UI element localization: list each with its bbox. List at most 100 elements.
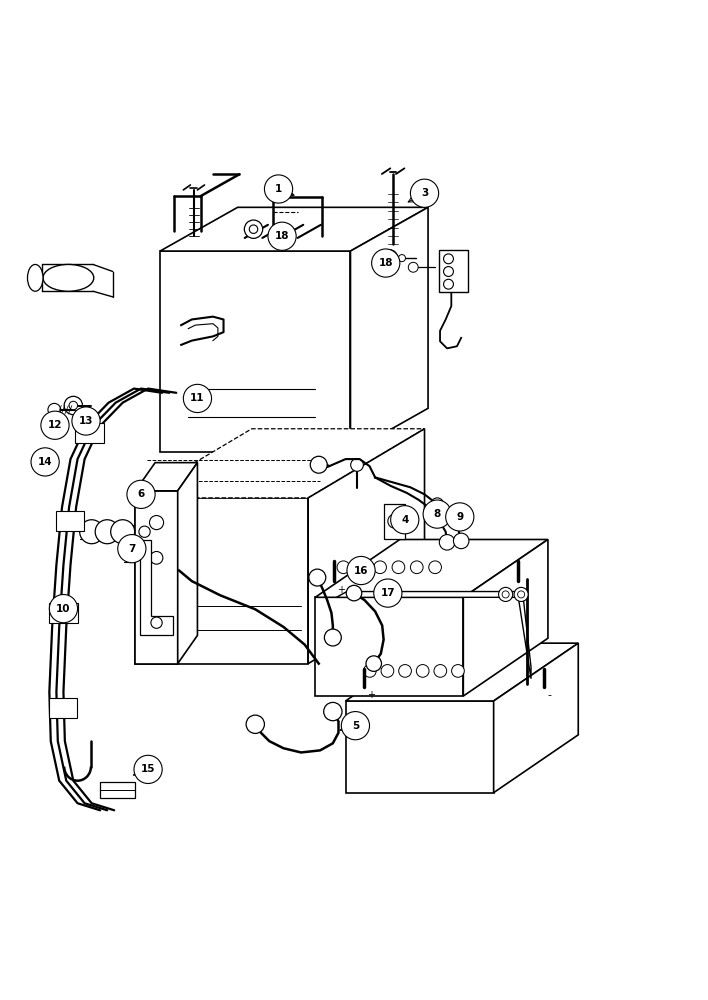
Polygon shape (135, 429, 425, 498)
Circle shape (48, 403, 61, 416)
Circle shape (423, 500, 451, 528)
Circle shape (366, 656, 382, 671)
Circle shape (444, 279, 453, 289)
Circle shape (347, 556, 375, 585)
Text: +: + (337, 585, 346, 595)
Text: 16: 16 (354, 566, 368, 576)
Text: 12: 12 (47, 420, 62, 430)
Circle shape (183, 384, 212, 413)
Polygon shape (135, 491, 178, 664)
Polygon shape (308, 429, 425, 664)
Text: 17: 17 (380, 588, 395, 598)
Polygon shape (493, 643, 578, 793)
Circle shape (69, 401, 78, 410)
Circle shape (498, 587, 513, 601)
Circle shape (264, 175, 292, 203)
Polygon shape (384, 504, 406, 539)
Text: 9: 9 (456, 512, 463, 522)
Circle shape (350, 459, 363, 471)
Circle shape (249, 225, 258, 233)
Text: 15: 15 (141, 764, 155, 774)
Circle shape (411, 179, 439, 207)
Text: -: - (547, 690, 552, 700)
Circle shape (150, 551, 163, 564)
Circle shape (363, 665, 376, 677)
Circle shape (381, 665, 394, 677)
Circle shape (244, 220, 263, 238)
Bar (439, 250, 468, 292)
Text: -: - (521, 585, 525, 595)
Circle shape (381, 250, 398, 267)
Circle shape (411, 561, 423, 574)
Polygon shape (346, 643, 578, 701)
Circle shape (31, 448, 59, 476)
Circle shape (246, 715, 264, 733)
Circle shape (41, 411, 69, 439)
Text: 10: 10 (56, 604, 71, 614)
Bar (49, 698, 77, 718)
Circle shape (431, 498, 444, 511)
Circle shape (268, 222, 296, 250)
Text: 18: 18 (379, 258, 393, 268)
Bar (100, 782, 135, 798)
Text: 7: 7 (128, 544, 135, 554)
Circle shape (134, 755, 162, 783)
Circle shape (440, 535, 455, 550)
Polygon shape (160, 251, 350, 452)
Circle shape (386, 255, 393, 262)
Text: 3: 3 (421, 188, 428, 198)
Text: 6: 6 (137, 489, 144, 499)
Circle shape (388, 514, 402, 528)
Circle shape (392, 561, 405, 574)
Polygon shape (350, 207, 428, 452)
Polygon shape (463, 539, 548, 696)
Polygon shape (336, 592, 531, 679)
Polygon shape (160, 207, 428, 251)
Circle shape (341, 712, 370, 740)
Circle shape (372, 249, 400, 277)
Bar (50, 603, 78, 623)
Circle shape (166, 548, 181, 564)
Text: 13: 13 (79, 416, 93, 426)
Circle shape (434, 665, 447, 677)
Text: 4: 4 (401, 515, 409, 525)
Ellipse shape (43, 264, 93, 291)
Circle shape (139, 526, 150, 537)
Circle shape (445, 509, 457, 522)
Circle shape (445, 503, 474, 531)
Circle shape (444, 254, 453, 264)
Circle shape (355, 561, 368, 574)
Ellipse shape (28, 264, 43, 291)
Polygon shape (346, 701, 493, 793)
Circle shape (151, 617, 162, 628)
Circle shape (309, 569, 326, 586)
Circle shape (409, 262, 418, 272)
Polygon shape (139, 540, 173, 635)
Text: +: + (367, 690, 375, 700)
Circle shape (50, 594, 78, 623)
Circle shape (452, 665, 464, 677)
Circle shape (391, 506, 419, 534)
Polygon shape (315, 539, 548, 597)
Circle shape (80, 520, 103, 544)
Text: 8: 8 (433, 509, 441, 519)
Circle shape (310, 456, 327, 473)
Circle shape (72, 407, 100, 435)
Circle shape (110, 520, 135, 544)
Text: 1: 1 (275, 184, 282, 194)
Text: 18: 18 (275, 231, 290, 241)
Circle shape (374, 561, 387, 574)
Polygon shape (178, 463, 198, 664)
Circle shape (149, 516, 164, 530)
Bar (56, 511, 84, 531)
Circle shape (399, 665, 411, 677)
Circle shape (346, 585, 362, 601)
Circle shape (118, 535, 146, 563)
Polygon shape (135, 463, 198, 491)
Bar (76, 423, 103, 443)
Polygon shape (135, 498, 308, 664)
Circle shape (324, 629, 341, 646)
Text: 5: 5 (352, 721, 359, 731)
Circle shape (64, 396, 83, 415)
Circle shape (416, 665, 429, 677)
